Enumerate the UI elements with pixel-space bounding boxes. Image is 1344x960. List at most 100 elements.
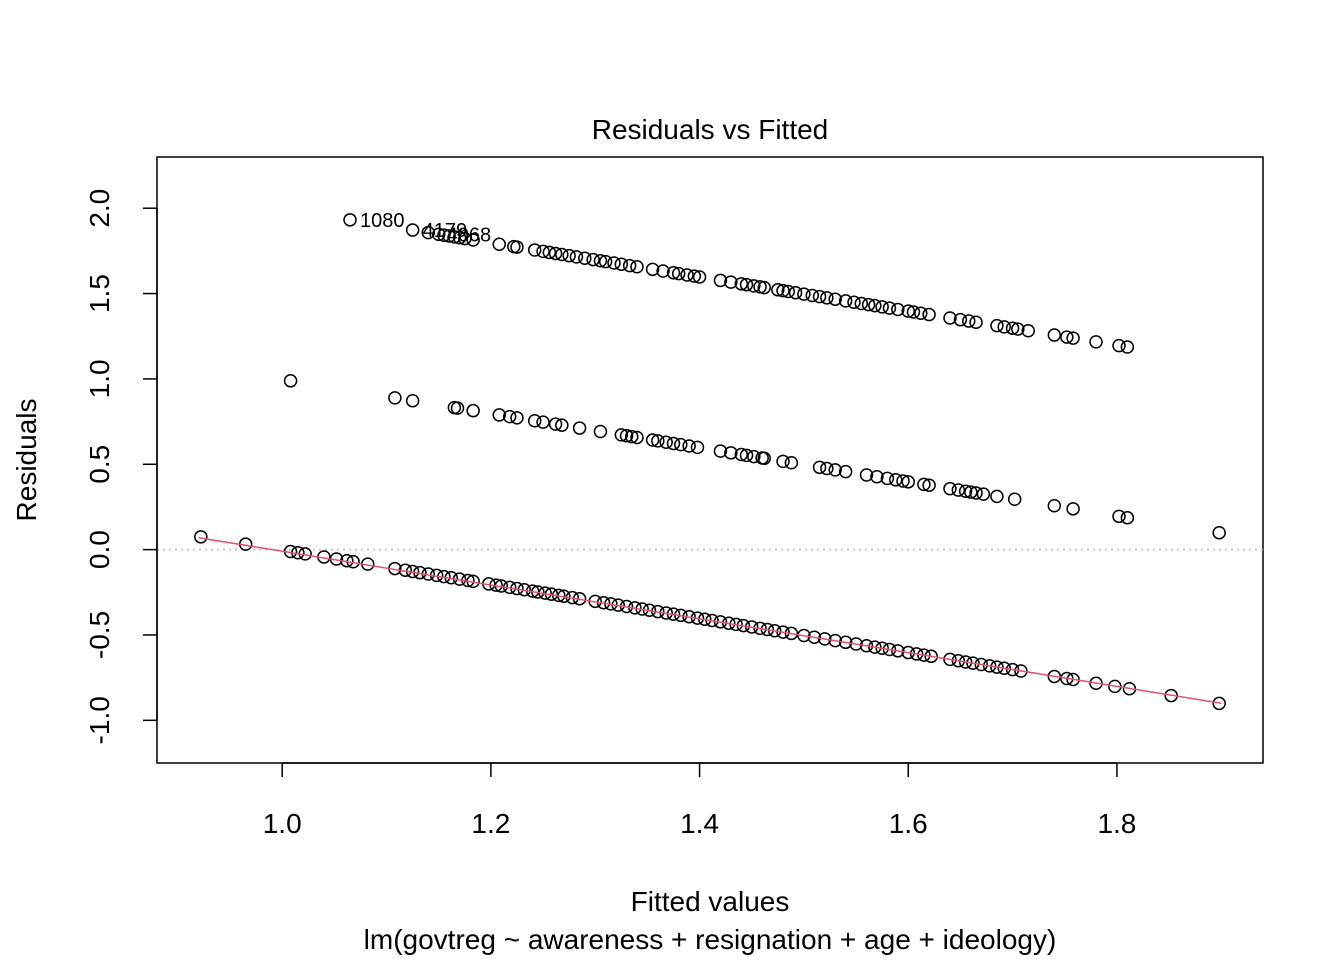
data-point (951, 483, 966, 497)
x-tick-label: 1.2 (471, 808, 510, 839)
data-point (586, 252, 600, 267)
y-tick-label: 1.0 (84, 359, 115, 398)
data-point (776, 283, 790, 298)
data-point (797, 287, 811, 301)
data-point (875, 641, 889, 656)
data-point (674, 437, 688, 452)
data-point (1066, 502, 1080, 516)
data-point (891, 644, 905, 658)
data-point (901, 304, 915, 318)
data-point (724, 446, 738, 460)
y-tick-label: 0.5 (84, 445, 115, 484)
x-axis-label: Fitted values (631, 886, 790, 917)
x-axis: 1.0 1.2 1.4 1.6 1.8 (263, 762, 1136, 839)
data-point (645, 433, 660, 447)
data-point (666, 265, 681, 280)
data-point (466, 403, 480, 418)
data-point (1212, 696, 1226, 711)
data-point (924, 649, 938, 664)
data-point (1047, 328, 1062, 342)
data-point (593, 254, 608, 268)
data-point (713, 273, 728, 288)
data-point (943, 311, 957, 325)
data-point (656, 264, 670, 278)
data-point (820, 461, 834, 476)
data-point (838, 635, 853, 650)
data-point (680, 268, 694, 282)
data-point (870, 469, 884, 484)
data-point (909, 647, 924, 661)
data-point (784, 455, 799, 470)
data-point (536, 244, 550, 259)
data-point (458, 231, 472, 246)
data-point (958, 655, 973, 669)
data-point (922, 478, 936, 493)
data-point (510, 240, 524, 254)
data-point (951, 653, 966, 668)
data-point (917, 648, 931, 662)
data-point (624, 429, 639, 444)
y-tick-label: 2.0 (84, 189, 115, 228)
data-point (974, 657, 989, 672)
data-point (976, 487, 991, 501)
data-point (964, 485, 978, 499)
data-point (1120, 510, 1135, 525)
data-point (622, 258, 637, 273)
data-point (997, 661, 1011, 676)
chart-title: Residuals vs Fitted (592, 114, 829, 145)
data-point (818, 632, 832, 646)
data-point (820, 291, 834, 305)
data-point (607, 256, 621, 270)
data-point (671, 266, 686, 281)
data-point (982, 659, 997, 673)
data-point (747, 449, 761, 464)
data-point (734, 447, 749, 462)
data-point (630, 430, 644, 445)
data-point (542, 245, 557, 260)
data-point (917, 477, 931, 492)
data-point (1014, 664, 1028, 678)
data-point (753, 280, 767, 294)
data-point (990, 660, 1004, 674)
data-point (734, 277, 749, 291)
data-point (882, 301, 897, 315)
data-point (1060, 330, 1074, 344)
data-point (614, 428, 629, 442)
data-point (868, 298, 882, 313)
data-point (687, 269, 702, 283)
data-point (958, 484, 973, 498)
data-point (630, 260, 644, 274)
data-point (645, 262, 660, 277)
data-point (901, 645, 915, 660)
data-point (431, 227, 446, 242)
data-point (466, 233, 480, 247)
data-point (1212, 525, 1226, 540)
model-formula-subtitle: lm(govtreg ~ awareness + resignation + a… (364, 924, 1057, 955)
data-point (805, 288, 820, 303)
point-annotation: 4068 (447, 225, 492, 247)
data-point (578, 251, 592, 265)
data-point (891, 302, 905, 317)
y-tick-label: -1.0 (84, 696, 115, 744)
data-point (713, 444, 728, 458)
data-point (492, 237, 506, 251)
data-point (888, 473, 903, 487)
data-point (682, 439, 696, 453)
data-point (896, 474, 910, 488)
data-point (859, 468, 874, 482)
data-point (854, 296, 869, 311)
data-point (1047, 498, 1062, 513)
data-point (1089, 335, 1103, 349)
data-point (527, 413, 542, 428)
data-point (510, 411, 524, 425)
data-point (757, 280, 772, 295)
data-point (788, 285, 803, 300)
data-point (388, 391, 402, 405)
data-point (776, 454, 790, 469)
data-point (861, 297, 876, 312)
point-annotation: 1080 (360, 210, 405, 232)
data-point (572, 421, 587, 435)
data-point (880, 471, 895, 486)
data-point (771, 283, 785, 297)
data-point (421, 225, 436, 240)
